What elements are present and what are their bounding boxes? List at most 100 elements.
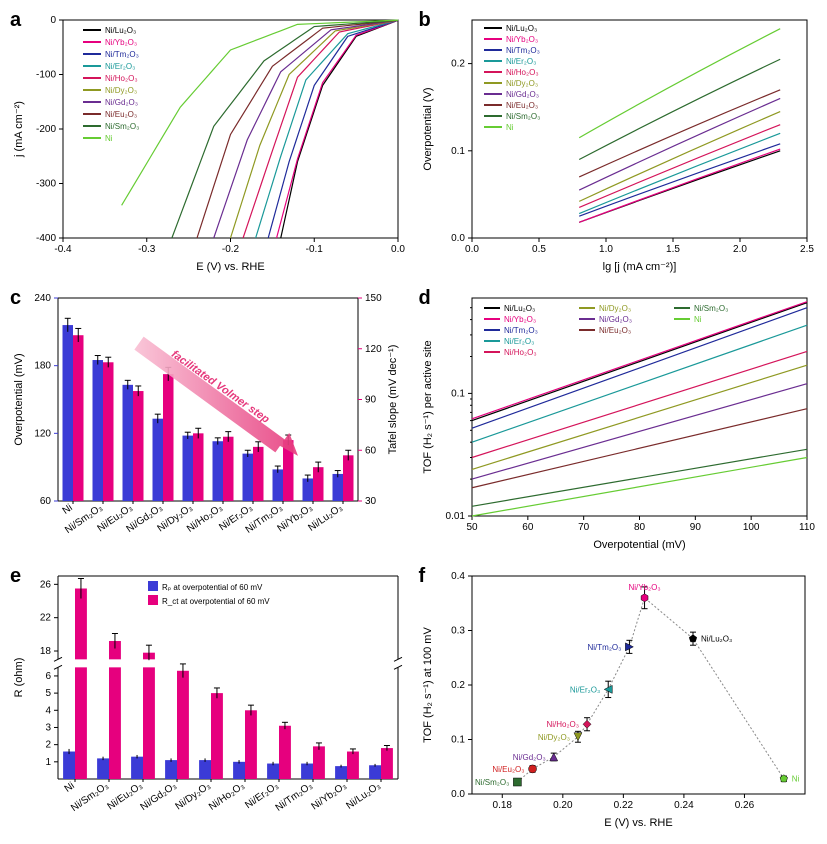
svg-text:Ni/Eu₂O₃: Ni/Eu₂O₃: [105, 780, 144, 812]
svg-text:Overpotential (V): Overpotential (V): [422, 87, 434, 170]
svg-text:Rₚ at overpotential of 60 mV: Rₚ at overpotential of 60 mV: [162, 583, 263, 592]
svg-text:5: 5: [45, 688, 51, 699]
svg-text:0.0: 0.0: [465, 244, 479, 255]
svg-text:150: 150: [365, 293, 382, 304]
svg-text:0.2: 0.2: [451, 59, 465, 70]
svg-text:Ni/Eu₂O₃: Ni/Eu₂O₃: [506, 101, 538, 110]
svg-text:30: 30: [365, 496, 377, 507]
svg-text:60: 60: [40, 496, 52, 507]
panel-label-b: b: [419, 9, 431, 32]
svg-text:Ni/Yb₂O₃: Ni/Yb₂O₃: [628, 583, 660, 592]
svg-text:j (mA cm⁻²): j (mA cm⁻²): [13, 101, 25, 158]
svg-text:0.18: 0.18: [492, 800, 512, 811]
svg-text:1.0: 1.0: [599, 244, 613, 255]
svg-text:Ni/Lu₂O₃: Ni/Lu₂O₃: [504, 304, 535, 313]
svg-text:Overpotential (mV): Overpotential (mV): [13, 353, 25, 445]
svg-text:60: 60: [365, 445, 377, 456]
panel-c: c60120180240306090120150Overpotential (m…: [8, 286, 411, 558]
svg-text:Ni/Er₂O₃: Ni/Er₂O₃: [504, 337, 534, 346]
svg-text:110: 110: [799, 522, 815, 533]
svg-text:0.1: 0.1: [451, 146, 465, 157]
svg-text:70: 70: [578, 522, 590, 533]
svg-text:0.0: 0.0: [451, 233, 465, 244]
svg-text:Ni/Lu₂O₃: Ni/Lu₂O₃: [344, 780, 382, 811]
svg-text:Ni/Tm₂O₃: Ni/Tm₂O₃: [506, 46, 540, 55]
svg-text:Ni/Ho₂O₃: Ni/Ho₂O₃: [504, 348, 537, 357]
panel-a: a-0.4-0.3-0.2-0.10.0-400-300-200-1000E (…: [8, 8, 411, 280]
svg-text:Ni/Yb₂O₃: Ni/Yb₂O₃: [309, 780, 348, 812]
svg-text:Ni/Lu₂O₃: Ni/Lu₂O₃: [506, 24, 537, 33]
svg-text:facilitated Volmer step: facilitated Volmer step: [169, 348, 272, 426]
svg-text:6: 6: [45, 671, 51, 682]
svg-text:lg [j (mA cm⁻²)]: lg [j (mA cm⁻²)]: [602, 261, 676, 273]
svg-text:Ni/Dy₂O₃: Ni/Dy₂O₃: [506, 79, 538, 88]
svg-text:240: 240: [34, 293, 51, 304]
svg-text:3: 3: [45, 722, 51, 733]
panel-label-f: f: [419, 565, 426, 588]
svg-text:Ni: Ni: [694, 315, 702, 324]
svg-text:Ni: Ni: [105, 134, 113, 143]
svg-text:18: 18: [40, 646, 52, 657]
svg-text:TOF (H₂ s⁻¹) at 100 mV: TOF (H₂ s⁻¹) at 100 mV: [422, 627, 434, 743]
svg-text:Ni/Lu₂O₃: Ni/Lu₂O₃: [700, 635, 731, 644]
svg-text:Ni/Gd₂O₃: Ni/Gd₂O₃: [599, 315, 632, 324]
svg-text:0.2: 0.2: [451, 680, 465, 691]
svg-text:Ni/Gd₂O₃: Ni/Gd₂O₃: [506, 90, 539, 99]
svg-text:E (V) vs. RHE: E (V) vs. RHE: [604, 817, 672, 829]
svg-text:Ni/Yb₂O₃: Ni/Yb₂O₃: [506, 35, 538, 44]
panel-label-a: a: [10, 9, 21, 32]
svg-text:Ni: Ni: [506, 123, 514, 132]
svg-text:-100: -100: [36, 70, 56, 81]
svg-text:Ni/Eu₂O₃: Ni/Eu₂O₃: [105, 110, 137, 119]
svg-text:-0.4: -0.4: [54, 244, 72, 255]
svg-text:Ni/Er₂O₃: Ni/Er₂O₃: [506, 57, 536, 66]
svg-text:TOF (H₂ s⁻¹) per active site: TOF (H₂ s⁻¹) per active site: [422, 340, 434, 473]
svg-text:-300: -300: [36, 179, 56, 190]
svg-text:0.0: 0.0: [451, 789, 465, 800]
svg-text:R_ct at overpotential of 60 mV: R_ct at overpotential of 60 mV: [162, 597, 270, 606]
svg-text:Ni: Ni: [791, 775, 799, 784]
svg-text:1: 1: [45, 757, 51, 768]
panel-e: e123456182226R (ohm)NiNi/Sm₂O₃Ni/Eu₂O₃Ni…: [8, 564, 411, 836]
svg-text:Ni/Ho₂O₃: Ni/Ho₂O₃: [207, 780, 247, 812]
svg-text:-400: -400: [36, 233, 56, 244]
svg-text:Ni: Ni: [63, 780, 77, 794]
svg-text:4: 4: [45, 705, 51, 716]
svg-text:2: 2: [45, 740, 51, 751]
svg-text:Ni/Lu₂O₃: Ni/Lu₂O₃: [105, 26, 136, 35]
svg-text:Ni/Eu₂O₃: Ni/Eu₂O₃: [492, 765, 524, 774]
svg-text:-0.2: -0.2: [222, 244, 240, 255]
svg-text:Ni/Tm₂O₃: Ni/Tm₂O₃: [504, 326, 538, 335]
svg-text:Ni/Yb₂O₃: Ni/Yb₂O₃: [504, 315, 536, 324]
svg-text:0.1: 0.1: [451, 735, 465, 746]
panel-b: b0.00.51.01.52.02.50.00.10.2lg [j (mA cm…: [417, 8, 820, 280]
svg-text:0.22: 0.22: [613, 800, 633, 811]
svg-text:26: 26: [40, 579, 52, 590]
svg-text:22: 22: [40, 613, 52, 624]
svg-text:90: 90: [689, 522, 701, 533]
svg-text:Ni/Gd₂O₃: Ni/Gd₂O₃: [512, 753, 545, 762]
svg-text:90: 90: [365, 395, 377, 406]
svg-text:Ni/Dy₂O₃: Ni/Dy₂O₃: [537, 733, 569, 742]
svg-text:1.5: 1.5: [666, 244, 680, 255]
svg-text:0.20: 0.20: [553, 800, 573, 811]
svg-text:0.26: 0.26: [734, 800, 754, 811]
svg-text:80: 80: [633, 522, 645, 533]
svg-text:Ni/Dy₂O₃: Ni/Dy₂O₃: [599, 304, 631, 313]
svg-text:Ni/Yb₂O₃: Ni/Yb₂O₃: [105, 38, 137, 47]
figure-grid: a-0.4-0.3-0.2-0.10.0-400-300-200-1000E (…: [8, 8, 819, 836]
svg-text:Ni/Dy₂O₃: Ni/Dy₂O₃: [105, 86, 137, 95]
svg-text:E (V) vs. RHE: E (V) vs. RHE: [196, 261, 264, 273]
svg-text:Ni/Er₂O₃: Ni/Er₂O₃: [569, 685, 599, 694]
svg-text:Ni/Sm₂O₃: Ni/Sm₂O₃: [69, 780, 111, 814]
svg-text:Ni: Ni: [61, 502, 75, 516]
svg-text:180: 180: [34, 361, 51, 372]
svg-text:0: 0: [50, 15, 56, 26]
panel-label-e: e: [10, 565, 21, 588]
svg-text:100: 100: [742, 522, 759, 533]
svg-text:0.24: 0.24: [674, 800, 694, 811]
panel-label-d: d: [419, 287, 431, 310]
svg-text:0.01: 0.01: [445, 511, 465, 522]
svg-text:Ni/Sm₂O₃: Ni/Sm₂O₃: [506, 112, 540, 121]
svg-text:Ni/Ho₂O₃: Ni/Ho₂O₃: [105, 74, 138, 83]
